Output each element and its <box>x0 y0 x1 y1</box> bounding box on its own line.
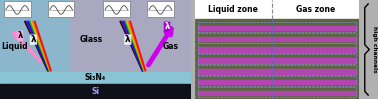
Bar <box>198 58 356 63</box>
Text: Liquid: Liquid <box>1 42 28 51</box>
Bar <box>48 1 74 17</box>
Bar <box>198 47 356 52</box>
Text: Si₃N₄: Si₃N₄ <box>85 73 106 82</box>
Text: λ: λ <box>17 31 23 40</box>
Bar <box>0 84 191 99</box>
Text: Si: Si <box>91 87 99 96</box>
Bar <box>198 80 356 84</box>
Text: Gas: Gas <box>163 42 179 51</box>
Bar <box>4 1 31 17</box>
Bar <box>198 91 356 95</box>
Text: Gas zone: Gas zone <box>296 5 335 14</box>
Bar <box>0 0 69 72</box>
Bar <box>198 26 356 30</box>
Text: λ: λ <box>164 22 170 31</box>
Bar <box>147 1 174 17</box>
Text: Liquid zone: Liquid zone <box>208 5 258 14</box>
Bar <box>0 72 191 84</box>
Text: λ: λ <box>125 35 131 44</box>
Bar <box>198 69 356 74</box>
Bar <box>198 37 356 41</box>
Bar <box>103 1 130 17</box>
Text: Sub-10 nm
high channels: Sub-10 nm high channels <box>372 26 378 73</box>
Text: λ: λ <box>31 35 36 44</box>
Text: Glass: Glass <box>80 35 103 44</box>
Bar <box>195 19 359 99</box>
Bar <box>195 0 359 19</box>
Bar <box>0 0 191 72</box>
